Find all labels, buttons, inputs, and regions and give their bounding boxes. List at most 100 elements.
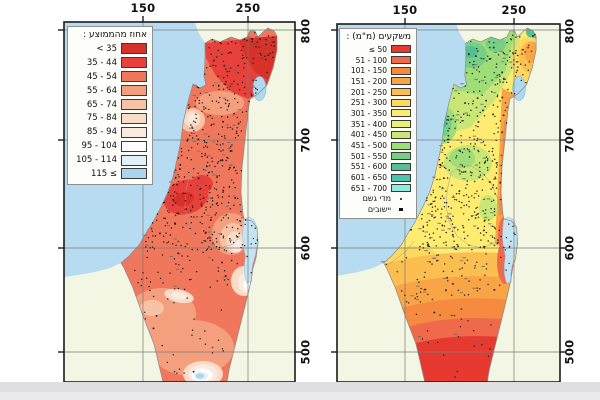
legend-row-label: 151 - 200 <box>350 76 387 86</box>
legend-row: 201 - 250 <box>344 87 411 98</box>
legend-row: 85 - 94 <box>72 125 147 139</box>
right-map-side-axis-500: 500 <box>562 339 576 365</box>
legend-color-swatch <box>391 109 411 118</box>
legend-color-swatch <box>391 66 411 75</box>
legend-row: 401 - 450 <box>344 130 411 141</box>
legend-row: 65 - 74 <box>72 98 147 112</box>
legend-row: 95 - 104 <box>72 139 147 153</box>
right-map-side-axis-600: 600 <box>562 235 576 261</box>
legend-row: 105 - 114 <box>72 153 147 167</box>
legend-row: 55 - 64 <box>72 84 147 98</box>
legend-row-label: 45 - 54 <box>86 71 117 82</box>
legend-title: אחוז מהממוצע : <box>83 30 147 40</box>
legend-row-label: 601 - 650 <box>350 173 387 183</box>
legend-row-label: < 35 <box>96 43 117 54</box>
legend-row-label: 101 - 150 <box>350 66 387 76</box>
legend-row: 101 - 150 <box>344 65 411 76</box>
legend-row-label: ≤ 50 <box>368 44 387 54</box>
legend-row: 601 - 650 <box>344 172 411 183</box>
legend-color-swatch <box>391 88 411 97</box>
percent-of-average-map-color-bands <box>121 28 277 382</box>
legend-row-label: 201 - 250 <box>350 87 387 97</box>
legend-row: ≤ 50 <box>344 44 411 55</box>
right-map-top-axis-250: 250 <box>501 3 527 17</box>
legend-row-label: 451 - 500 <box>350 141 387 151</box>
legend-symbol-label: מדי גשם <box>362 194 391 204</box>
rain-gauge-dots <box>381 33 536 378</box>
left-map-top-axis-150: 150 <box>130 1 156 15</box>
legend-row-label: 105 - 114 <box>76 155 117 166</box>
legend-symbol-row: יישובים <box>344 204 411 215</box>
legend-rows: ≤ 50 51 - 100 101 - 150 151 - 200 201 - 250 2… <box>344 44 411 194</box>
legend-color-swatch <box>121 71 147 83</box>
legend-row-label: 95 - 104 <box>81 141 117 152</box>
sea-of-galilee <box>512 76 526 101</box>
legend-color-swatch <box>121 154 147 166</box>
percent-of-average-legend: אחוז מהממוצע : < 35 35 - 44 45 - 54 55 - 64… <box>67 26 153 185</box>
legend-row-label: 51 - 100 <box>355 55 387 65</box>
legend-row: 651 - 700 <box>344 183 411 194</box>
legend-row-label: 351 - 400 <box>350 119 387 129</box>
left-map-side-axis-800: 800 <box>298 18 312 44</box>
legend-color-swatch <box>391 98 411 107</box>
legend-color-swatch <box>391 130 411 139</box>
legend-color-swatch <box>121 168 147 180</box>
legend-row-label: 65 - 74 <box>86 99 117 110</box>
country-border <box>120 27 278 382</box>
right-map-side-axis-700: 700 <box>562 127 576 153</box>
legend-row: 151 - 200 <box>344 76 411 87</box>
legend-title: משקעים (מ"מ) : <box>346 32 411 42</box>
legend-row-label: 251 - 300 <box>350 98 387 108</box>
legend-color-swatch <box>121 85 147 97</box>
legend-row-label: 85 - 94 <box>86 127 117 138</box>
legend-color-swatch <box>391 152 411 161</box>
dead-sea <box>242 216 258 284</box>
legend-row: 551 - 600 <box>344 162 411 173</box>
right-map-side-axis-800: 800 <box>562 18 576 44</box>
legend-color-swatch <box>121 112 147 124</box>
legend-row: 75 - 84 <box>72 111 147 125</box>
left-map-top-axis-250: 250 <box>235 1 261 15</box>
legend-row: 501 - 550 <box>344 151 411 162</box>
legend-color-swatch <box>391 77 411 86</box>
legend-color-swatch <box>121 99 147 110</box>
legend-row: < 35 <box>72 42 147 56</box>
legend-color-swatch <box>121 126 147 138</box>
legend-color-swatch <box>121 140 147 152</box>
legend-row-label: 55 - 64 <box>86 85 117 96</box>
legend-row: 45 - 54 <box>72 70 147 84</box>
legend-row-label: 401 - 450 <box>350 130 387 140</box>
legend-row: 301 - 350 <box>344 108 411 119</box>
legend-color-swatch <box>121 57 147 69</box>
sea-of-galilee <box>252 76 267 101</box>
legend-symbol-label: יישובים <box>367 204 391 214</box>
legend-row-label: 651 - 700 <box>350 183 387 193</box>
legend-row-label: 75 - 84 <box>86 113 117 124</box>
legend-row: 51 - 100 <box>344 55 411 66</box>
legend-color-swatch <box>121 43 147 55</box>
settlement-symbol <box>399 207 403 212</box>
right-map-top-axis-150: 150 <box>392 3 418 17</box>
legend-symbol-row: מדי גשם <box>344 194 411 205</box>
rain-gauge-dots <box>134 32 275 374</box>
left-map-side-axis-600: 600 <box>298 235 312 261</box>
country-border <box>383 27 537 382</box>
legend-row: 251 - 300 <box>344 97 411 108</box>
dead-sea <box>502 216 518 284</box>
window-edge-strip <box>0 392 600 400</box>
legend-row-label: 501 - 550 <box>350 151 387 161</box>
horizontal-scrollbar[interactable] <box>0 382 600 392</box>
legend-row: 351 - 400 <box>344 119 411 130</box>
legend-color-swatch <box>391 162 411 171</box>
precipitation-legend: משקעים (מ"מ) : ≤ 50 51 - 100 101 - 150 151 … <box>339 28 417 219</box>
left-map-side-axis-500: 500 <box>298 339 312 365</box>
legend-row-label: 35 - 44 <box>86 57 117 68</box>
legend-color-swatch <box>391 184 411 193</box>
precipitation-map-color-bands <box>383 28 537 382</box>
rain-gauge-symbol <box>399 197 403 201</box>
legend-row-label: 301 - 350 <box>350 108 387 118</box>
legend-color-swatch <box>391 141 411 150</box>
legend-color-swatch <box>391 120 411 129</box>
